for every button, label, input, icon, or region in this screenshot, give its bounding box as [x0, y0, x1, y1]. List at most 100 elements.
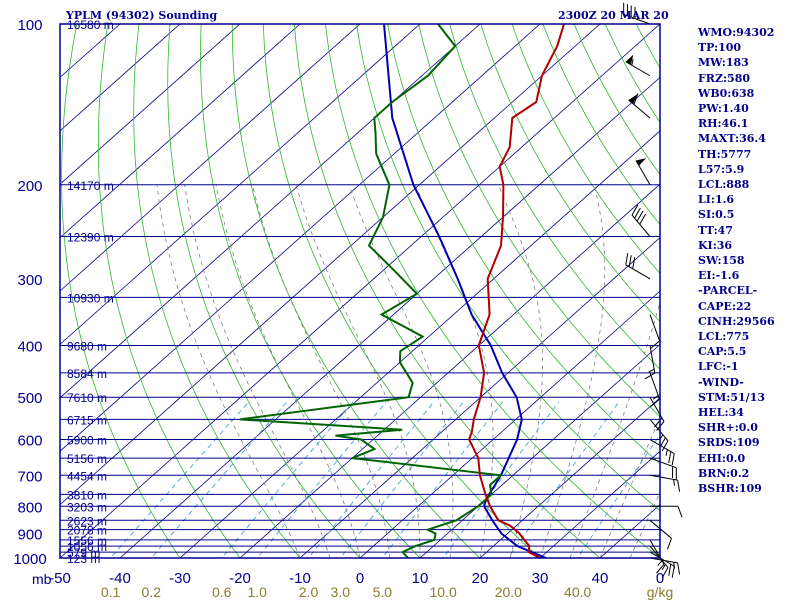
mixing-ratio-line — [109, 401, 250, 558]
wind-barb — [631, 204, 651, 237]
mixing-ratio-tick-label: 0.2 — [142, 584, 162, 600]
isotherm-line — [60, 24, 541, 452]
dewpoint-line — [239, 24, 504, 558]
index-item: KI:36 — [698, 238, 733, 252]
index-item: EI:-1.6 — [698, 269, 740, 283]
index-item: LFC:-1 — [698, 360, 739, 374]
wind-barb — [625, 54, 651, 77]
isotherm-line — [419, 343, 660, 558]
temperature-tick-label: 10 — [412, 570, 429, 587]
pressure-tick-label: 100 — [17, 17, 42, 34]
dry-adiabat-line — [792, 24, 800, 569]
index-item: LCL:888 — [698, 178, 750, 192]
isotherm-line — [60, 24, 181, 132]
height-label: 3810 m — [67, 488, 107, 502]
isotherm-line — [60, 24, 241, 185]
mixing-ratio-line — [577, 434, 660, 558]
index-item: -PARCEL- — [698, 284, 758, 298]
mixing-ratio-line — [442, 401, 560, 558]
profile-lines — [239, 24, 565, 558]
mixing-ratio-tick-label: 20.0 — [495, 584, 522, 600]
dry-adiabat-line — [200, 24, 421, 558]
pressure-tick-label: 800 — [17, 499, 42, 516]
isotherm-line — [359, 290, 660, 558]
height-label: 16580 m — [67, 18, 114, 32]
index-item: FRZ:580 — [698, 71, 751, 85]
wind-barb — [623, 2, 651, 25]
height-label: 1556 m — [67, 534, 107, 548]
height-label: 4454 m — [67, 469, 107, 483]
wind-barb — [649, 551, 675, 578]
isotherm-line — [239, 183, 660, 558]
moist-adiabat-line — [539, 184, 606, 558]
mixing-ratio-tick-label: 3.0 — [331, 584, 351, 600]
isotherm-line — [119, 76, 660, 558]
index-item: LI:1.6 — [698, 193, 735, 207]
isotherm-line — [60, 24, 421, 345]
height-label: 579 m — [67, 546, 100, 560]
wind-barb — [649, 539, 665, 574]
wind-barb — [628, 93, 651, 119]
pressure-tick-label: 300 — [17, 272, 42, 289]
wind-barb — [635, 158, 651, 186]
moist-adiabat-line — [156, 184, 301, 558]
index-item: TH:5777 — [698, 147, 752, 161]
index-item: WMO:94302 — [698, 26, 775, 39]
index-panel: WMO:94302 TP:100 MW:183 FRZ:580 WB0:638 PW:1.… — [698, 25, 775, 496]
mixing-ratio-tick-label: 0.1 — [101, 584, 121, 600]
index-item: MAXT:36.4 — [698, 132, 766, 146]
mixing-ratio-tick-label: 0.6 — [212, 584, 232, 600]
wind-barb — [644, 345, 656, 380]
height-label: 5900 m — [67, 434, 107, 448]
pressure-tick-label: 900 — [17, 527, 42, 544]
dry-adiabat-line — [231, 24, 481, 558]
temperature-tick-label: 20 — [472, 570, 489, 587]
height-label: 14170 m — [67, 179, 114, 193]
wind-barb — [649, 372, 661, 408]
height-label: 7610 m — [67, 391, 107, 405]
wind-barb — [649, 439, 675, 466]
index-item: -WIND- — [698, 375, 744, 389]
temperature-tick-label: -20 — [229, 570, 251, 587]
isotherm-line — [179, 130, 660, 558]
index-item: WB0:638 — [698, 86, 755, 100]
pressure-tick-label: 500 — [17, 390, 42, 407]
height-label: 1056 m — [67, 540, 107, 554]
chart-timestamp: 2300Z 20 MAR 20 — [558, 9, 669, 22]
isotherm-line — [299, 237, 660, 558]
dry-adiabat-line — [449, 24, 660, 370]
index-item: LCL:775 — [698, 330, 750, 344]
chart-title: YPLM (94302) Sounding — [66, 9, 218, 22]
temperature-tick-label: -30 — [169, 570, 191, 587]
mixing-ratio-unit: g/kg — [647, 584, 673, 600]
index-item: CAPE:22 — [698, 299, 752, 313]
pressure-tick-label: 700 — [17, 468, 42, 485]
isotherm-line — [479, 397, 660, 558]
moist-adiabat-line — [295, 184, 421, 558]
dry-adiabat-line — [480, 24, 660, 323]
moist-adiabat-line — [215, 184, 361, 558]
isotherm-line — [60, 24, 660, 558]
pressure-tick-label: 200 — [17, 178, 42, 195]
index-item: EHI:0.0 — [698, 451, 746, 465]
index-item: BSHR:109 — [698, 482, 762, 496]
index-item: L57:5.9 — [698, 162, 745, 176]
height-label: 12390 m — [67, 230, 114, 244]
mixing-ratio-tick-label: 5.0 — [373, 584, 393, 600]
mixing-ratio-tick-label: 1.0 — [247, 584, 267, 600]
wind-barb — [650, 505, 683, 518]
plot-frame — [59, 23, 661, 559]
dry-adiabat-line — [293, 24, 601, 558]
isotherm-line — [539, 450, 660, 558]
temperature-line — [468, 24, 565, 558]
parcel-line — [383, 24, 547, 558]
dry-adiabat-line — [511, 24, 660, 275]
height-label: 10930 m — [67, 291, 114, 305]
mixing-ratio-line — [221, 401, 354, 558]
index-item: TP:100 — [698, 41, 742, 55]
index-item: HEL:34 — [698, 406, 744, 420]
pressure-tick-label: 600 — [17, 433, 42, 450]
temperature-tick-label: 40 — [592, 570, 609, 587]
mixing-ratio-tick-label: 2.0 — [299, 584, 319, 600]
